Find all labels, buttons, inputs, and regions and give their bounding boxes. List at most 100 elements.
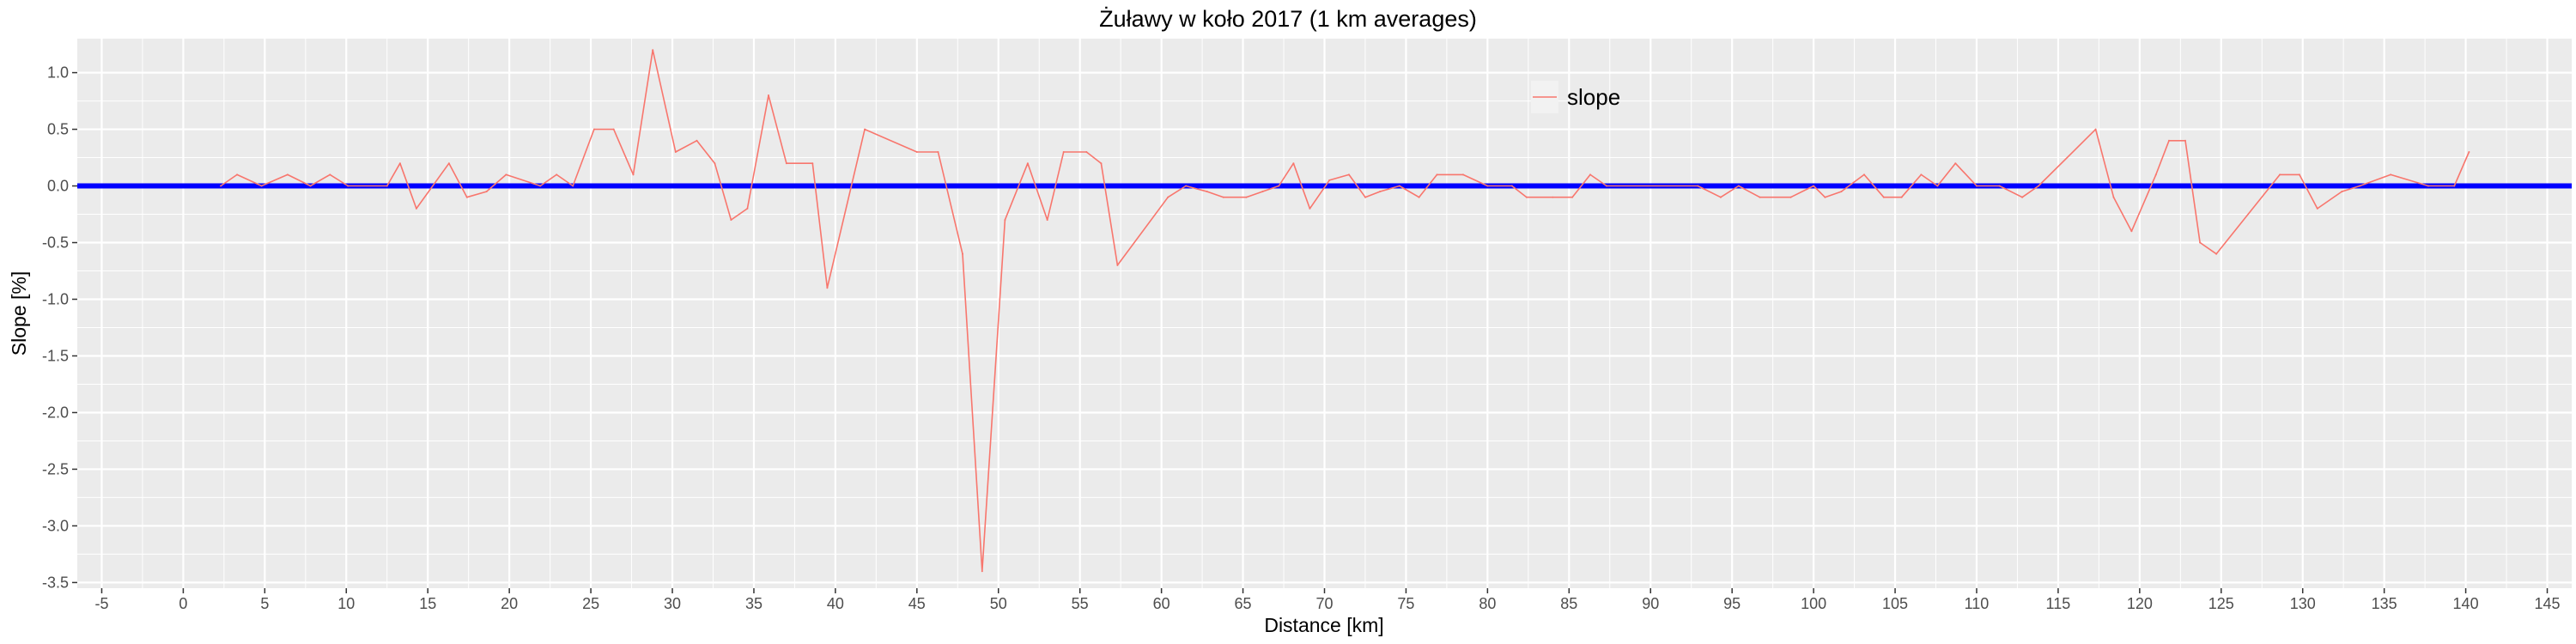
x-tick-label: 110 [1965, 595, 1990, 612]
legend: slope [1531, 81, 1620, 113]
slope-point [768, 94, 769, 96]
slope-point [2112, 196, 2115, 198]
slope-point [1824, 196, 1826, 198]
slope-point [1552, 196, 1554, 198]
chart-title: Żuławy w koło 2017 (1 km averages) [1099, 5, 1477, 32]
x-tick-label: 15 [419, 595, 436, 612]
y-axis-title: Slope [%] [8, 271, 30, 355]
slope-point [1436, 173, 1438, 176]
slope-point [696, 139, 698, 142]
major-gridlines [77, 39, 2572, 588]
x-tick-label: 75 [1397, 595, 1414, 612]
slope-point [864, 128, 866, 131]
slope-point [1185, 185, 1188, 187]
slope-points [220, 49, 2470, 573]
x-tick-label: 10 [337, 595, 355, 612]
slope-point [746, 207, 749, 210]
slope-point [2279, 173, 2281, 176]
y-tick-label: -2.0 [42, 404, 69, 421]
slope-point [2199, 241, 2202, 244]
slope-point [714, 162, 716, 165]
slope-point [220, 185, 222, 187]
slope-point [1954, 162, 1957, 165]
x-tick-label: 85 [1560, 595, 1577, 612]
slope-point [1882, 196, 1885, 198]
x-tick-label: 100 [1801, 595, 1826, 612]
slope-point [1813, 185, 1815, 187]
x-tick-label: 60 [1153, 595, 1170, 612]
y-tick-label: 0.5 [47, 121, 69, 138]
slope-point [1606, 185, 1607, 187]
slope-point [329, 173, 331, 176]
y-tick-label: -1.5 [42, 347, 69, 364]
slope-point [236, 173, 239, 176]
slope-point [1292, 162, 1295, 165]
slope-point [572, 185, 574, 187]
slope-point [309, 185, 312, 187]
slope-point [1398, 185, 1400, 187]
slope-point [1525, 196, 1528, 198]
slope-point [1309, 207, 1311, 210]
slope-point [286, 173, 289, 176]
slope-point [539, 185, 542, 187]
x-axis-title: Distance [km] [1264, 614, 1383, 636]
y-tick-label: -2.5 [42, 460, 69, 477]
slope-point [826, 287, 829, 289]
slope-point [1328, 179, 1331, 181]
slope-point [260, 185, 263, 187]
slope-point [2168, 139, 2170, 142]
x-tick-label: 120 [2127, 595, 2153, 612]
slope-point [592, 128, 595, 131]
y-tick-label: -3.0 [42, 517, 69, 534]
slope-point [485, 191, 488, 193]
slope-point [2154, 173, 2157, 176]
slope-point [1510, 185, 1513, 187]
slope-point [1900, 196, 1903, 198]
x-tick-label: 140 [2453, 595, 2479, 612]
slope-point [1245, 196, 1248, 198]
x-tick-label: 0 [179, 595, 187, 612]
x-tick-label: 90 [1642, 595, 1659, 612]
slope-point [1348, 173, 1350, 176]
slope-point [1278, 185, 1280, 187]
slope-point [2453, 185, 2456, 187]
slope-point [2316, 207, 2318, 210]
slope-point [1364, 196, 1366, 198]
y-tick-label: -1.0 [42, 291, 69, 308]
slope-point [1062, 151, 1065, 153]
slope-point [730, 219, 732, 222]
x-tick-label: 40 [827, 595, 844, 612]
x-tick-label: 30 [664, 595, 681, 612]
slope-point [2130, 230, 2133, 233]
slope-point [2215, 252, 2218, 255]
x-tick-label: 145 [2534, 595, 2560, 612]
slope-point [1863, 173, 1865, 176]
slope-point [1920, 173, 1923, 176]
slope-point [1589, 173, 1591, 176]
slope-point [1737, 185, 1740, 187]
x-tick-label: 55 [1072, 595, 1089, 612]
slope-point [386, 185, 388, 187]
slope-point [981, 570, 983, 573]
slope-point [1486, 185, 1489, 187]
slope-point [1206, 191, 1208, 193]
slope-point [447, 162, 450, 165]
slope-point [2184, 139, 2186, 142]
slope-point [785, 162, 787, 165]
slope-point [1100, 162, 1103, 165]
slope-point [811, 162, 814, 165]
slope-point [652, 49, 654, 52]
slope-point [2390, 173, 2392, 176]
slope-point [915, 151, 918, 153]
slope-point [1719, 196, 1722, 198]
x-tick-label: 135 [2372, 595, 2397, 612]
x-tick-label: 65 [1235, 595, 1252, 612]
slope-point [2468, 151, 2470, 153]
x-tick-label: 45 [908, 595, 926, 612]
y-axis: 1.0 0.5 0.0 -0.5 -1.0 -1.5 -2.0 -2.5 -3.0 -3.5 [42, 64, 77, 591]
slope-point [674, 151, 677, 153]
slope-point [1418, 196, 1420, 198]
y-tick-label: 0.0 [47, 178, 69, 195]
slope-point [2038, 185, 2040, 187]
slope-point [1222, 196, 1224, 198]
